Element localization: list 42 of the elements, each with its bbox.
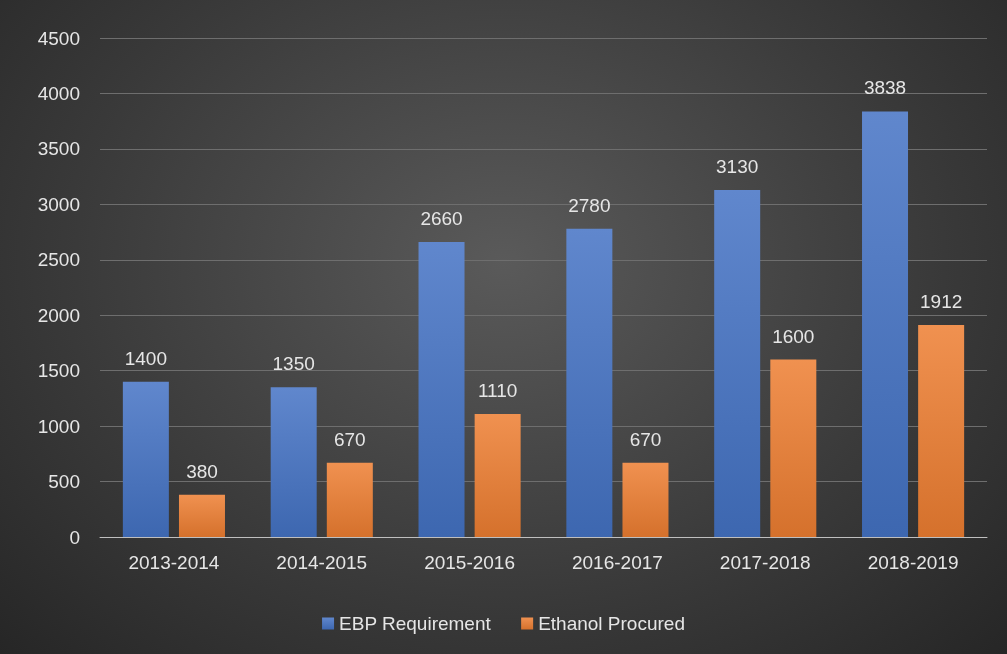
data-label: 1400 bbox=[124, 347, 167, 369]
legend-label: EBP Requirement bbox=[339, 613, 492, 634]
data-label: 670 bbox=[333, 428, 366, 450]
y-tick-label: 2000 bbox=[37, 304, 80, 326]
data-label: 1350 bbox=[272, 353, 315, 375]
legend-label: Ethanol Procured bbox=[538, 613, 685, 634]
data-label: 670 bbox=[629, 428, 662, 450]
y-tick-label: 1000 bbox=[37, 415, 80, 437]
y-tick-label: 4500 bbox=[37, 27, 80, 49]
x-tick-label: 2018-2019 bbox=[867, 552, 959, 573]
data-label: 380 bbox=[186, 460, 218, 482]
bar bbox=[270, 387, 317, 537]
x-tick-label: 2017-2018 bbox=[719, 552, 811, 573]
bar bbox=[122, 381, 169, 537]
x-tick-label: 2013-2014 bbox=[128, 552, 220, 573]
y-tick-label: 2500 bbox=[37, 249, 80, 271]
bar bbox=[326, 462, 373, 537]
y-tick-label: 4000 bbox=[37, 82, 80, 104]
bar bbox=[714, 189, 761, 537]
data-label: 1600 bbox=[772, 325, 815, 347]
data-label: 3130 bbox=[716, 155, 759, 177]
bar bbox=[418, 242, 465, 537]
y-tick-label: 1500 bbox=[37, 360, 80, 382]
x-tick-label: 2015-2016 bbox=[424, 552, 516, 573]
bar bbox=[566, 228, 613, 537]
bar bbox=[770, 359, 817, 537]
y-tick-label: 3000 bbox=[37, 193, 80, 215]
data-label: 2780 bbox=[568, 194, 611, 216]
bar bbox=[178, 494, 225, 537]
data-label: 2660 bbox=[420, 208, 463, 230]
bar bbox=[622, 462, 669, 537]
data-label: 1912 bbox=[920, 290, 963, 312]
x-tick-label: 2014-2015 bbox=[276, 552, 368, 573]
bar bbox=[474, 413, 521, 537]
bar bbox=[862, 111, 909, 537]
y-tick-label: 3500 bbox=[37, 138, 80, 160]
data-label: 3838 bbox=[863, 77, 907, 99]
y-tick-label: 0 bbox=[69, 526, 80, 548]
y-tick-label: 500 bbox=[48, 471, 80, 493]
data-label: 1110 bbox=[477, 379, 518, 401]
x-tick-label: 2016-2017 bbox=[571, 552, 663, 573]
bar bbox=[918, 324, 965, 537]
